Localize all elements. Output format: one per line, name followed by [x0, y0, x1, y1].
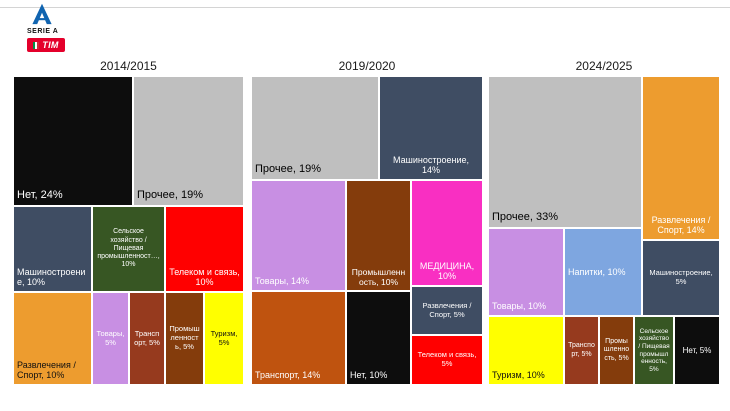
- treemap-block-label: Промышленность, 10%: [351, 266, 406, 287]
- chart-title-2014-2015: 2014/2015: [100, 59, 157, 73]
- treemap-2024-2025: Прочее, 33% Развлечения / Спорт, 14% Товар…: [489, 77, 719, 384]
- italy-flag-icon: [33, 41, 40, 49]
- treemap-block-label: Товары, 14%: [255, 276, 309, 287]
- treemap-block-label: Развлечения / Спорт, 10%: [17, 359, 76, 381]
- serie-a-brand: SERIE A TIM: [25, 2, 103, 52]
- treemap-block-label: Нет, 10%: [350, 370, 388, 381]
- treemap-2019-2020: Прочее, 19% Машиностроение, 14% Товары, 14…: [252, 77, 482, 384]
- treemap-block-label: МЕДИЦИНА, 10%: [419, 260, 475, 282]
- treemap-block-meditsina: МЕДИЦИНА, 10%: [412, 181, 482, 285]
- treemap-2014-2015: Нет, 24% Прочее, 19% Машиностроение, 10% Се…: [14, 77, 243, 384]
- treemap-block-label: Туризм, 5%: [210, 328, 238, 347]
- treemap-block-net: Нет, 5%: [675, 317, 719, 384]
- treemap-block-razvlecheniya-sport: Развлечения / Спорт, 10%: [14, 293, 91, 384]
- treemap-block-promyshlennost: Промышленность, 10%: [347, 181, 410, 290]
- header-divider: [0, 7, 730, 8]
- treemap-block-label: Товары, 5%: [96, 328, 125, 347]
- treemap-block-napitki: Напитки, 10%: [565, 229, 641, 315]
- treemap-block-label: Нет, 24%: [17, 189, 63, 202]
- treemap-block-telekom: Телеком и связь, 10%: [166, 207, 243, 291]
- treemap-block-prochee: Прочее, 19%: [252, 77, 378, 179]
- treemap-block-label: Машиностроение, 10%: [17, 266, 86, 288]
- treemap-block-selskoe-khozyaystvo: Сельское хозяйство / Пищевая промышленно…: [635, 317, 673, 384]
- treemap-block-turizm: Туризм, 10%: [489, 317, 563, 384]
- treemap-block-label: Телеком и связь, 5%: [417, 350, 477, 368]
- treemap-block-telekom: Телеком и связь, 5%: [412, 336, 482, 384]
- treemap-block-transport: Транспорт, 5%: [565, 317, 598, 384]
- treemap-block-promyshlennost: Промышленность, 5%: [600, 317, 633, 384]
- treemap-block-label: Машиностроение, 5%: [649, 268, 713, 286]
- treemap-block-prochee: Прочее, 19%: [134, 77, 243, 205]
- treemap-block-razvlecheniya-sport: Развлечения / Спорт, 14%: [643, 77, 719, 239]
- treemap-block-label: Товары, 10%: [492, 301, 546, 312]
- treemap-block-label: Телеком и связь, 10%: [169, 266, 240, 288]
- treemap-block-transport: Транспорт, 14%: [252, 292, 345, 384]
- chart-title-2019-2020: 2019/2020: [338, 59, 396, 73]
- treemap-block-mashinostroenie: Машиностроение, 5%: [643, 241, 719, 315]
- treemap-block-label: Развлечения / Спорт, 5%: [422, 300, 472, 319]
- treemap-block-label: Прочее, 33%: [492, 211, 558, 224]
- treemap-block-tovary: Товары, 5%: [93, 293, 128, 384]
- treemap-block-label: Туризм, 10%: [492, 370, 545, 381]
- chart-title-2024-2025: 2024/2025: [575, 59, 633, 73]
- treemap-block-label: Транспорт, 14%: [255, 370, 321, 381]
- treemap-block-selskoe-khozyaystvo: Сельское хозяйство / Пищевая промышленно…: [93, 207, 164, 291]
- treemap-block-label: Напитки, 10%: [568, 266, 626, 277]
- treemap-block-label: Транспорт, 5%: [568, 342, 595, 358]
- treemap-block-label: Сельское хозяйство / Пищевая промышленно…: [638, 327, 670, 373]
- treemap-block-promyshlennost: Промышленность, 5%: [166, 293, 203, 384]
- chart-section-2014-2015: 2014/2015 Нет, 24% Прочее, 19% Машинострое…: [14, 56, 243, 384]
- treemap-block-transport: Транспорт, 5%: [130, 293, 164, 384]
- tim-wordmark: TIM: [42, 40, 59, 50]
- chart-section-2024-2025: 2024/2025 Прочее, 33% Развлечения / Спорт…: [489, 56, 719, 384]
- treemap-block-label: Машиностроение, 14%: [393, 154, 469, 176]
- treemap-block-net: Нет, 24%: [14, 77, 132, 205]
- serie-a-logo-icon: [32, 3, 52, 25]
- treemap-block-turizm: Туризм, 5%: [205, 293, 243, 384]
- serie-a-wordmark: SERIE A: [27, 28, 59, 35]
- treemap-block-tovary: Товары, 10%: [489, 229, 563, 315]
- treemap-block-net: Нет, 10%: [347, 292, 410, 384]
- treemap-block-tovary: Товары, 14%: [252, 181, 345, 290]
- treemap-block-label: Промышленность, 5%: [603, 338, 630, 362]
- treemap-block-razvlecheniya-sport: Развлечения / Спорт, 5%: [412, 287, 482, 334]
- treemap-block-label: Прочее, 19%: [255, 163, 321, 176]
- treemap-block-label: Прочее, 19%: [137, 189, 203, 202]
- treemap-block-prochee: Прочее, 33%: [489, 77, 641, 227]
- treemap-block-label: Развлечения / Спорт, 14%: [651, 214, 711, 236]
- treemap-block-mashinostroenie: Машиностроение, 10%: [14, 207, 91, 291]
- tim-logo: TIM: [27, 38, 65, 52]
- chart-section-2019-2020: 2019/2020 Прочее, 19% Машиностроение, 14%…: [252, 56, 482, 384]
- treemap-block-label: Нет, 5%: [682, 345, 712, 355]
- treemap-block-label: Промышленность, 5%: [169, 324, 200, 351]
- treemap-block-mashinostroenie: Машиностроение, 14%: [380, 77, 482, 179]
- treemap-block-label: Сельское хозяйство / Пищевая промышленно…: [97, 228, 160, 269]
- treemap-block-label: Транспорт, 5%: [134, 328, 160, 347]
